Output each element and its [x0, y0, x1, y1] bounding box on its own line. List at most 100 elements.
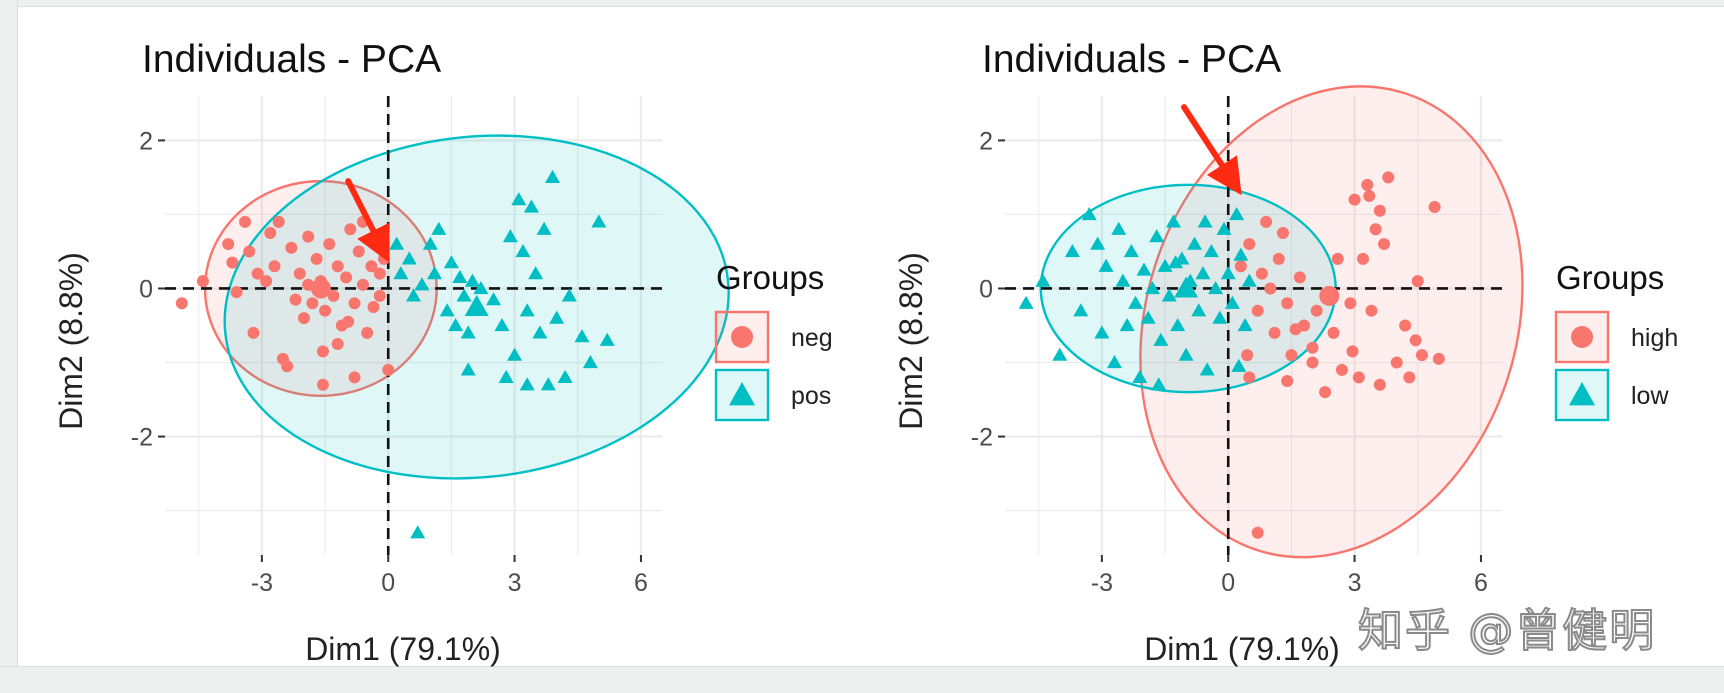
data-point: [1255, 267, 1268, 280]
data-point: [1331, 252, 1344, 265]
data-point: [373, 267, 386, 280]
data-point: [599, 332, 615, 346]
data-point: [582, 355, 598, 369]
data-point: [1243, 371, 1256, 384]
data-point: [532, 325, 548, 339]
y-tick-label: 2: [139, 127, 153, 155]
data-point: [316, 378, 329, 391]
data-point: [1310, 304, 1323, 317]
data-point: [1373, 204, 1386, 217]
data-point: [1352, 371, 1365, 384]
data-point: [1327, 326, 1340, 339]
data-point: [356, 278, 369, 291]
annotation-arrow: [345, 178, 390, 263]
data-point: [422, 236, 438, 250]
x-tick-label: 0: [1221, 569, 1235, 597]
data-point: [319, 304, 332, 317]
data-point: [1319, 386, 1332, 399]
data-point: [1111, 221, 1127, 235]
data-point: [439, 303, 455, 317]
data-point: [264, 226, 277, 239]
confidence-ellipse-high: [1139, 85, 1524, 559]
panel-title: Individuals - PCA: [982, 38, 1281, 81]
x-axis-title: Dim1 (79.1%): [305, 631, 501, 667]
data-point: [352, 245, 365, 258]
data-point: [389, 236, 405, 250]
legend: high low: [1554, 310, 1678, 422]
data-point: [1251, 526, 1264, 539]
data-point: [226, 256, 239, 269]
data-point: [1187, 236, 1203, 250]
data-point: [1161, 288, 1177, 302]
data-point: [1018, 295, 1034, 309]
data-point: [1415, 349, 1428, 362]
data-point: [1306, 341, 1319, 354]
data-point: [1260, 215, 1273, 228]
data-point: [473, 280, 489, 295]
data-point: [523, 199, 539, 213]
series-high: [1234, 171, 1445, 539]
watermark-text: 知乎 @曾健明: [1357, 603, 1657, 658]
data-point: [1212, 310, 1228, 324]
data-point: [1344, 297, 1357, 310]
y-tick-label: -2: [971, 424, 993, 452]
data-point: [1403, 371, 1416, 384]
group-centroid: [1319, 285, 1340, 306]
data-point: [519, 377, 535, 391]
data-point: [515, 243, 531, 258]
data-point: [1361, 178, 1374, 191]
legend-label-pos: pos: [791, 382, 831, 410]
data-point: [1390, 356, 1403, 369]
data-point: [367, 300, 380, 313]
data-point: [1153, 332, 1169, 346]
data-point: [1119, 318, 1135, 332]
data-point: [557, 369, 573, 383]
data-point: [1231, 358, 1247, 372]
legend-title: Groups: [1556, 259, 1664, 296]
legend: neg pos: [714, 310, 833, 422]
data-point: [1346, 345, 1359, 358]
window-bottom-strip: [0, 666, 1724, 693]
data-point: [1115, 273, 1131, 287]
data-point: [1208, 280, 1224, 295]
x-tick-label: 3: [1348, 569, 1362, 597]
legend-title: Groups: [716, 259, 824, 296]
group-centroid: [310, 278, 331, 299]
data-point: [1073, 303, 1089, 317]
data-point: [1373, 378, 1386, 391]
legend-marker: [1571, 326, 1593, 348]
data-point: [456, 288, 472, 302]
data-point: [1348, 193, 1361, 206]
data-point: [1285, 349, 1298, 362]
data-point: [431, 221, 447, 235]
data-point: [1144, 280, 1160, 295]
data-point: [561, 288, 577, 302]
data-point: [1251, 304, 1264, 317]
data-point: [1191, 303, 1207, 317]
data-point: [378, 252, 391, 265]
data-point: [1203, 243, 1219, 258]
x-tick-label: 6: [634, 569, 648, 597]
data-point: [1276, 226, 1289, 239]
legend-marker: [729, 382, 755, 406]
data-point: [1432, 352, 1445, 365]
axes: -3 0 3 6 2 0 -2: [971, 127, 1488, 597]
data-point: [401, 251, 417, 265]
data-point: [1335, 363, 1348, 376]
window-top-strip: [0, 0, 1724, 7]
legend-label-low: low: [1631, 382, 1669, 410]
x-tick-label: -3: [251, 569, 273, 597]
data-point: [251, 267, 264, 280]
data-point: [1128, 295, 1144, 309]
data-point: [448, 318, 464, 332]
data-point: [293, 267, 306, 280]
data-point: [494, 318, 510, 332]
data-point: [410, 525, 426, 539]
data-point: [1363, 189, 1376, 202]
data-point: [1411, 275, 1424, 288]
data-point: [427, 266, 443, 280]
y-tick-label: 0: [139, 275, 153, 303]
data-point: [382, 363, 395, 376]
data-point: [1428, 201, 1441, 214]
data-point: [452, 269, 468, 284]
